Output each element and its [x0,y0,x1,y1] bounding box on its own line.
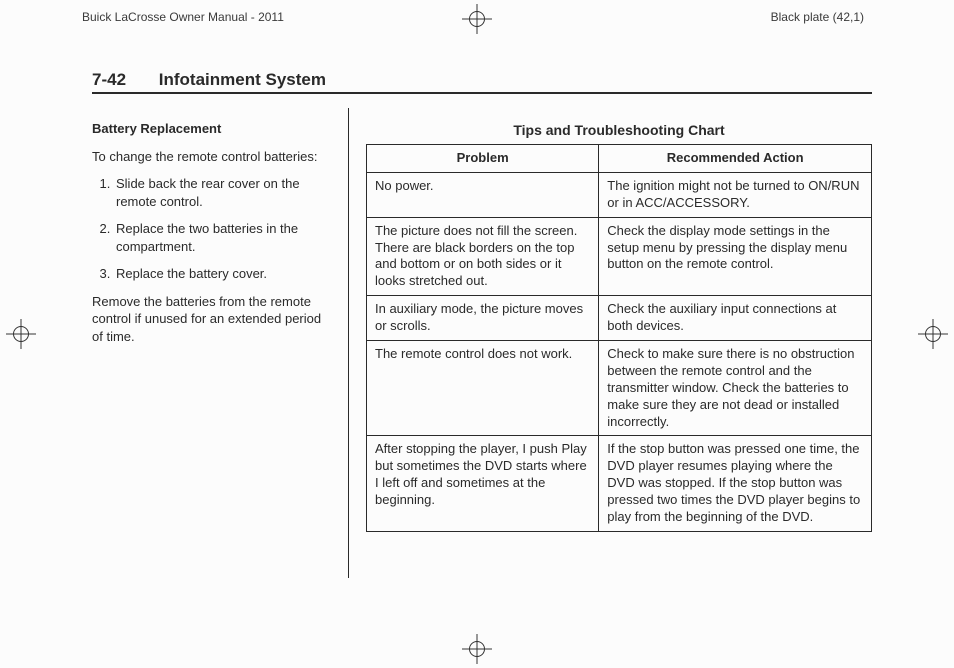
cell-action: The ignition might not be turned to ON/R… [599,172,872,217]
table-row: In auxiliary mode, the picture moves or … [367,296,872,341]
table-row: The picture does not fill the screen. Th… [367,217,872,296]
table-row: The remote control does not work. Check … [367,341,872,436]
battery-step: Slide back the rear cover on the remote … [114,175,332,210]
doc-title: Buick LaCrosse Owner Manual - 2011 [82,10,284,24]
cell-problem: The remote control does not work. [367,341,599,436]
column-divider [348,108,349,578]
table-header-row: Problem Recommended Action [367,145,872,173]
section-title: Infotainment System [159,70,326,89]
troubleshooting-table: Problem Recommended Action No power. The… [366,144,872,532]
cell-problem: After stopping the player, I push Play b… [367,436,599,531]
page-root: { "meta": { "doc_title": "Buick LaCrosse… [0,0,954,668]
registration-mark-bottom [462,634,492,664]
col-problem-header: Problem [367,145,599,173]
battery-heading: Battery Replacement [92,120,332,138]
page-number: 7-42 [92,70,126,89]
page-heading: 7-42 Infotainment System [92,70,326,90]
table-row: After stopping the player, I push Play b… [367,436,872,531]
cell-action: Check to make sure there is no obstructi… [599,341,872,436]
cell-problem: In auxiliary mode, the picture moves or … [367,296,599,341]
chart-title: Tips and Troubleshooting Chart [366,122,872,138]
battery-intro: To change the remote control batteries: [92,148,332,166]
cell-action: Check the auxiliary input connections at… [599,296,872,341]
print-meta-bar: Buick LaCrosse Owner Manual - 2011 Black… [0,10,954,32]
right-column: Tips and Troubleshooting Chart Problem R… [366,122,872,532]
cell-action: If the stop button was pressed one time,… [599,436,872,531]
header-rule [92,92,872,94]
battery-note: Remove the batteries from the remote con… [92,293,332,346]
cell-problem: No power. [367,172,599,217]
registration-mark-left [6,319,36,349]
cell-problem: The picture does not fill the screen. Th… [367,217,599,296]
battery-step: Replace the two batteries in the compart… [114,220,332,255]
battery-step: Replace the battery cover. [114,265,332,283]
col-action-header: Recommended Action [599,145,872,173]
cell-action: Check the display mode settings in the s… [599,217,872,296]
plate-label: Black plate (42,1) [771,10,864,24]
table-row: No power. The ignition might not be turn… [367,172,872,217]
left-column: Battery Replacement To change the remote… [92,120,332,355]
registration-mark-right [918,319,948,349]
battery-steps: Slide back the rear cover on the remote … [92,175,332,283]
